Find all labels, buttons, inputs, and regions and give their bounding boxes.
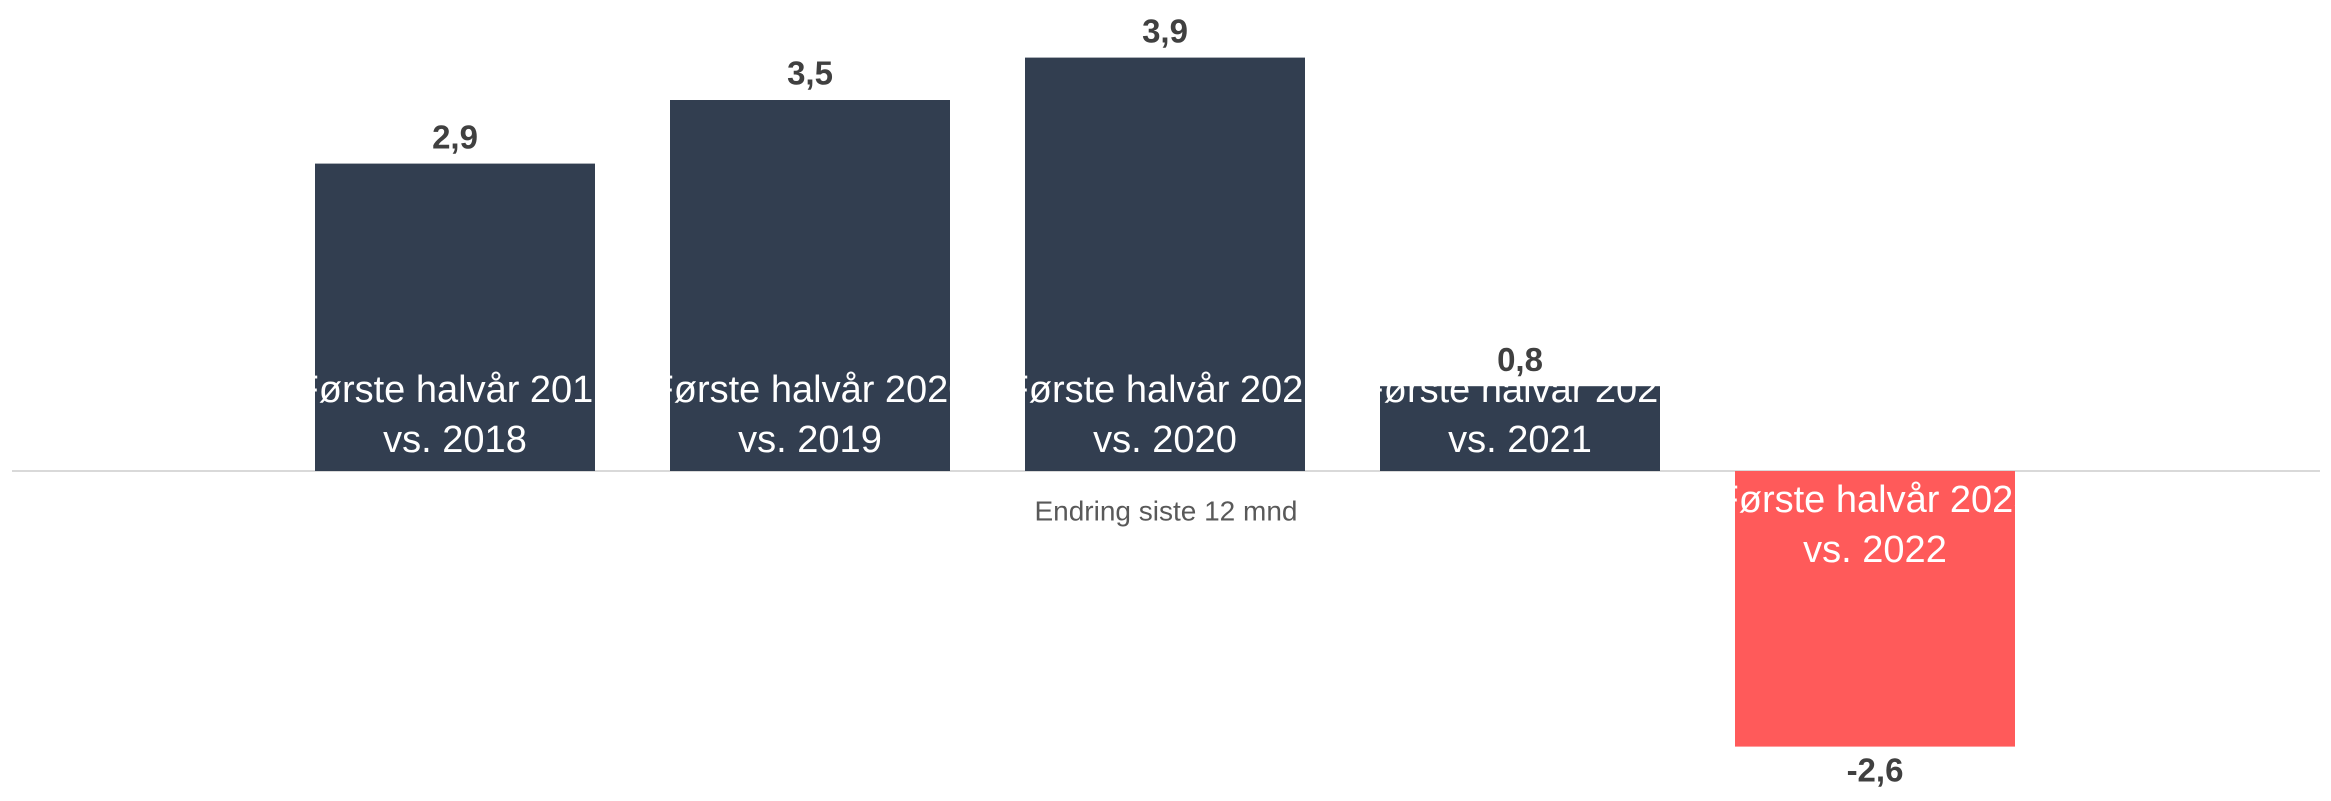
bar: [1380, 386, 1660, 471]
value-label: 3,9: [1142, 12, 1188, 49]
category-label: Første halvår 2019 vs. 2018: [295, 369, 615, 461]
bar: [670, 100, 950, 471]
value-label: 3,5: [787, 55, 833, 92]
category-label: Første halvår 2020 vs. 2019: [650, 369, 970, 461]
bar: [1735, 471, 2015, 747]
category-label: Første halvår 2022 vs. 2021: [1360, 369, 1680, 461]
value-label: 0,8: [1497, 341, 1543, 378]
x-axis-label: Endring siste 12 mnd: [1034, 495, 1297, 526]
category-label: Første halvår 2021 vs. 2020: [1005, 369, 1325, 461]
value-label: 2,9: [432, 118, 478, 155]
category-label: Første halvår 2023 vs. 2022: [1715, 479, 2035, 571]
value-label: -2,6: [1847, 751, 1904, 788]
bar: [1025, 57, 1305, 471]
bar: [315, 163, 595, 471]
